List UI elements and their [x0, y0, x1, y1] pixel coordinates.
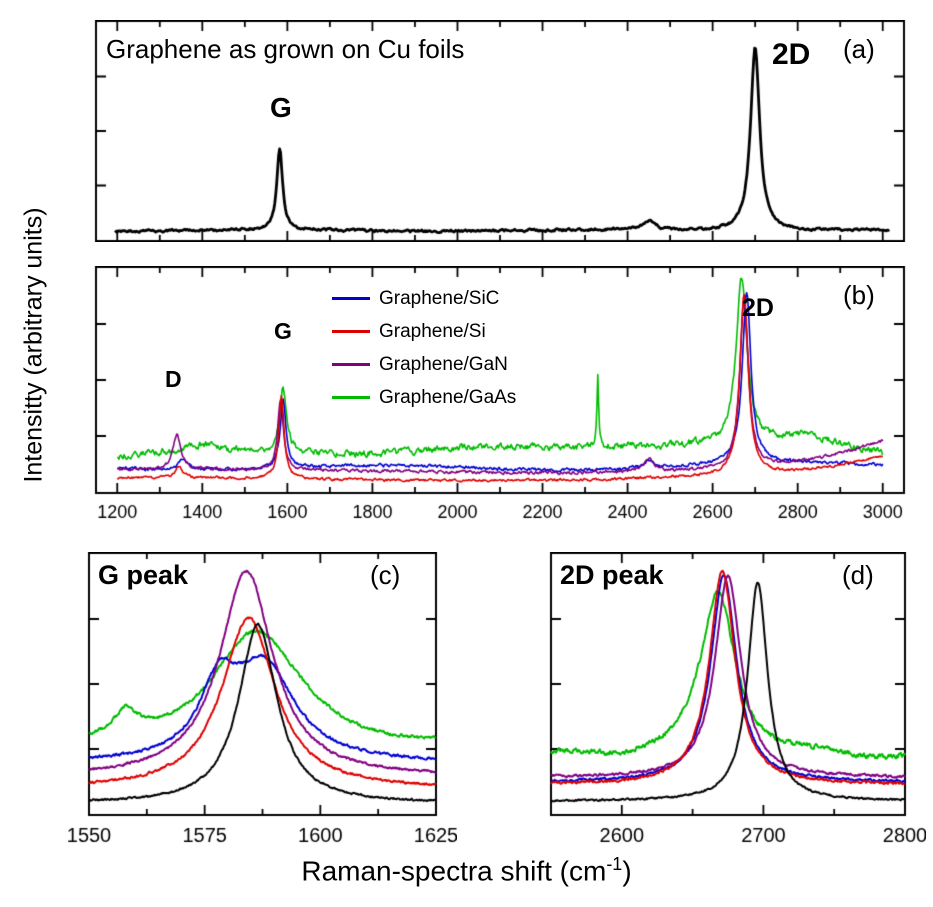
legend-label: Graphene/SiC: [379, 287, 500, 309]
x-axis-label-main: Raman-spectra shift (cm: [301, 855, 607, 887]
x-axis-label-superscript: -1: [606, 854, 623, 874]
legend-line-swatch: [332, 330, 370, 333]
legend-line-swatch: [332, 297, 370, 300]
legend-label: Graphene/GaN: [379, 353, 508, 375]
panel-c-plot: [68, 552, 457, 850]
x-axis-label-suffix: ): [622, 855, 632, 887]
legend-item: Graphene/Si: [332, 315, 516, 348]
panel-b-plot: [75, 266, 925, 528]
legend-label: Graphene/GaAs: [379, 386, 517, 408]
legend-line-swatch: [332, 363, 370, 366]
legend-item: Graphene/GaAs: [332, 381, 516, 414]
legend-item: Graphene/SiC: [332, 282, 516, 315]
panel-a-plot: [75, 20, 925, 242]
legend-item: Graphene/GaN: [332, 348, 516, 381]
x-axis-label: Raman-spectra shift (cm-1): [0, 854, 933, 887]
legend: Graphene/SiC Graphene/Si Graphene/GaN Gr…: [332, 282, 516, 414]
legend-label: Graphene/Si: [379, 320, 486, 342]
y-axis-label: Intensitty (arbitrary units): [19, 207, 48, 483]
panel-d-plot: [530, 552, 926, 850]
legend-line-swatch: [332, 396, 370, 399]
